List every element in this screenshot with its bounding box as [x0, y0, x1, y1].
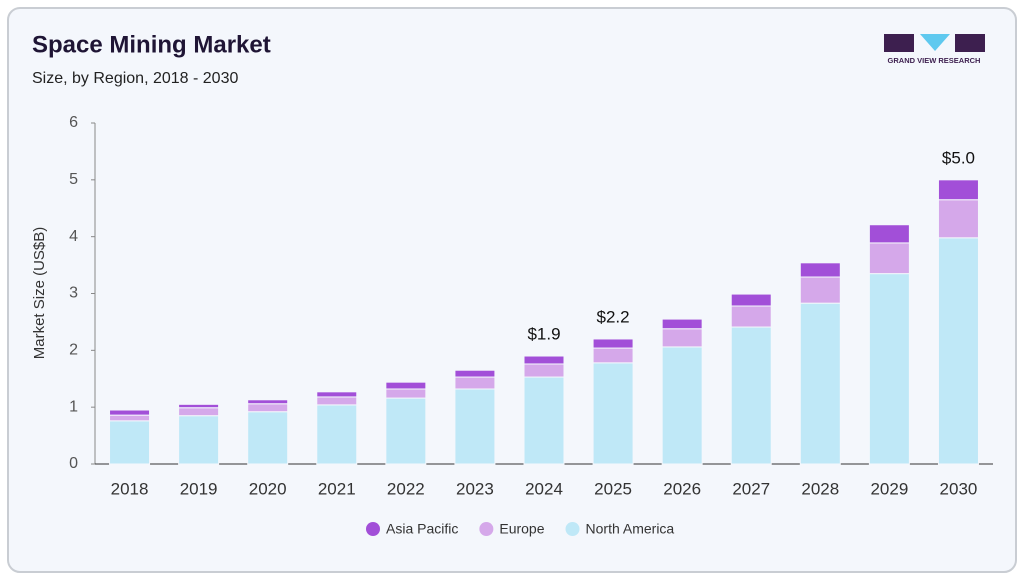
bar-segment [937, 199, 979, 239]
logo: GRAND VIEW RESEARCH [884, 34, 985, 65]
bar-segment [661, 318, 703, 330]
x-tick-label: 2029 [870, 479, 908, 498]
bar-segment [592, 347, 634, 364]
legend-label: North America [586, 521, 675, 537]
legend-swatch [565, 522, 580, 536]
bar-segment [316, 404, 358, 465]
bar-segment [937, 237, 979, 465]
x-tick-label: 2023 [456, 479, 494, 498]
bar-segment [523, 376, 565, 465]
legend-label: Asia Pacific [386, 521, 458, 537]
x-tick-label: 2018 [111, 479, 149, 498]
bar-segment [868, 273, 910, 465]
bar-segment [868, 242, 910, 275]
bar-segment [316, 391, 358, 398]
logo-block [884, 34, 914, 52]
y-tick-label: 1 [69, 398, 78, 415]
legend-swatch [479, 522, 494, 536]
total-label: $2.2 [597, 307, 630, 326]
bar-segment [592, 362, 634, 465]
bar-segment [454, 369, 496, 378]
bar-segment [247, 411, 289, 465]
bar-segment [730, 326, 772, 465]
total-label: $1.9 [527, 325, 560, 344]
bar-segment [178, 407, 220, 417]
bar-segment [454, 376, 496, 390]
y-tick-label: 0 [69, 455, 78, 472]
bar-segment [385, 397, 427, 465]
x-tick-label: 2027 [732, 479, 770, 498]
x-tick-label: 2025 [594, 479, 632, 498]
logo-text: GRAND VIEW RESEARCH [888, 56, 981, 65]
x-tick-label: 2026 [663, 479, 701, 498]
y-tick-label: 4 [69, 228, 78, 245]
bar-segment [661, 346, 703, 465]
bar-segment [592, 338, 634, 349]
bar-segment [109, 409, 151, 416]
bar-segment [178, 415, 220, 465]
logo-block [955, 34, 985, 52]
y-tick-label: 5 [69, 171, 78, 188]
logo-triangle [920, 34, 950, 51]
bar-segment [247, 399, 289, 405]
bar-segment [385, 388, 427, 399]
x-tick-label: 2028 [801, 479, 839, 498]
bar-segment [109, 414, 151, 422]
bar-segment [868, 224, 910, 244]
card [7, 7, 1017, 573]
chart-title: Space Mining Market [32, 31, 271, 58]
x-tick-label: 2022 [387, 479, 425, 498]
x-tick-label: 2030 [940, 479, 978, 498]
bar-segment [178, 403, 220, 409]
total-label: $5.0 [942, 148, 975, 167]
chart-subtitle: Size, by Region, 2018 - 2030 [32, 70, 238, 87]
x-tick-label: 2021 [318, 479, 356, 498]
y-tick-label: 2 [69, 342, 78, 359]
legend-swatch [366, 522, 380, 536]
bar-segment [316, 396, 358, 406]
bar-segment [523, 363, 565, 378]
bar-segment [799, 302, 841, 465]
bar-segment [385, 381, 427, 390]
bar-segment [523, 355, 565, 365]
bar-segment [937, 179, 979, 201]
bar-segment [730, 305, 772, 328]
bar-segment [799, 262, 841, 278]
bar-segment [109, 420, 151, 465]
bar-segment [454, 388, 496, 465]
x-tick-label: 2024 [525, 479, 563, 498]
bar-segment [799, 276, 841, 304]
bar-segment [661, 328, 703, 348]
y-tick-label: 3 [69, 285, 78, 302]
bar-segment [730, 293, 772, 307]
bar-segment [247, 403, 289, 413]
legend-label: Europe [499, 521, 544, 537]
x-tick-label: 2020 [249, 479, 287, 498]
y-axis-label: Market Size (US$B) [31, 227, 48, 360]
x-tick-label: 2019 [180, 479, 218, 498]
y-tick-label: 6 [69, 114, 78, 131]
